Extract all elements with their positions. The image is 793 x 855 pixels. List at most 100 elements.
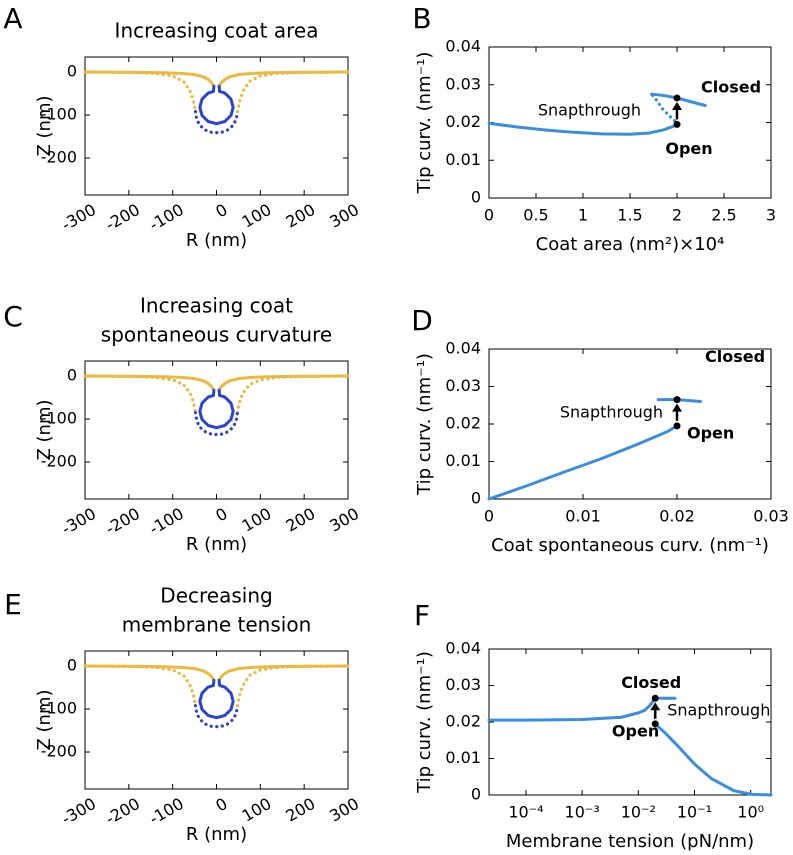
- x-tick-label: 0: [212, 200, 230, 222]
- x-tick-label: -200: [102, 504, 143, 539]
- y-axis-label: Tip curv. (nm⁻¹): [414, 651, 435, 794]
- x-axis-label: R (nm): [186, 534, 247, 555]
- x-tick-label: 1: [578, 206, 588, 225]
- x-tick-label: -300: [58, 794, 99, 829]
- y-tick-label: 0: [67, 656, 77, 675]
- y-axis-label: Z (nm): [34, 689, 55, 750]
- y-tick-label: 0.04: [445, 639, 481, 658]
- y-tick-label: 0: [67, 366, 77, 385]
- closed-label: Closed: [621, 673, 681, 692]
- series-line: [487, 696, 677, 722]
- closed-label: Closed: [705, 347, 765, 366]
- open-label: Open: [665, 139, 712, 158]
- y-tick-label: 0.03: [445, 74, 481, 93]
- x-tick-label: 0: [212, 504, 230, 526]
- chart-title: Increasing coat area: [115, 19, 319, 43]
- x-tick-label: 2: [672, 206, 682, 225]
- y-tick-label: 0.03: [445, 376, 481, 395]
- x-tick-label: -100: [146, 504, 187, 539]
- x-tick-label: 10⁻²: [621, 803, 656, 822]
- x-tick-label: 0.5: [523, 206, 548, 225]
- y-tick-label: -100: [41, 105, 77, 124]
- x-tick-label: 10⁻³: [565, 803, 600, 822]
- y-tick-label: 0: [471, 489, 481, 508]
- state-point: [673, 120, 681, 128]
- y-tick-label: 0: [471, 785, 481, 804]
- y-axis-label: Z (nm): [34, 399, 55, 460]
- x-tick-label: 2.5: [711, 206, 736, 225]
- plot-frame: [84, 56, 349, 196]
- y-tick-label: -200: [41, 452, 77, 471]
- chart-title: Decreasing: [160, 584, 272, 608]
- state-point: [673, 396, 681, 404]
- plot-frame: [84, 650, 349, 790]
- x-axis-label: Membrane tension (pN/nm): [506, 831, 754, 852]
- x-tick-label: -300: [58, 200, 99, 235]
- series-line: [487, 424, 679, 501]
- x-tick-label: 0: [484, 507, 494, 526]
- state-point: [651, 720, 659, 728]
- x-tick-label: 0.02: [659, 507, 695, 526]
- chart-title: Increasing coat: [140, 294, 293, 318]
- x-tick-label: 10⁰: [737, 803, 764, 822]
- x-tick-label: -300: [58, 504, 99, 539]
- y-tick-label: 0.04: [445, 339, 481, 358]
- x-axis-label: Coat spontaneous curv. (nm⁻¹): [491, 535, 769, 556]
- x-tick-label: 300: [326, 794, 362, 826]
- series-line: [83, 664, 350, 682]
- x-tick-label: 10⁻¹: [677, 803, 712, 822]
- y-tick-label: 0: [67, 62, 77, 81]
- x-tick-label: -100: [146, 794, 187, 829]
- panel-letter: C: [3, 300, 23, 333]
- x-tick-label: 100: [239, 794, 275, 826]
- y-tick-label: 0: [471, 188, 481, 207]
- series-line: [193, 410, 240, 437]
- state-point: [651, 694, 659, 702]
- series-line: [650, 92, 681, 126]
- series-line: [487, 121, 681, 136]
- x-tick-label: 0.01: [565, 507, 601, 526]
- plot-frame: [488, 46, 772, 199]
- snap-arrow-head: [672, 101, 682, 110]
- x-tick-label: 10⁻⁴: [508, 803, 543, 822]
- x-tick-label: -100: [146, 200, 187, 235]
- x-axis-label: Coat area (nm²)×10⁴: [536, 234, 725, 255]
- snapthrough-label: Snapthrough: [538, 101, 641, 120]
- snapthrough-label: Snapthrough: [560, 402, 663, 421]
- series-line: [83, 374, 350, 415]
- panel-letter: A: [3, 2, 22, 35]
- plot-frame: [84, 360, 349, 500]
- x-tick-label: 1.5: [617, 206, 642, 225]
- series-line: [198, 84, 235, 126]
- series-line: [653, 722, 773, 797]
- snap-arrow-head: [672, 403, 682, 412]
- y-tick-label: -100: [41, 409, 77, 428]
- open-label: Open: [687, 423, 734, 442]
- y-tick-label: 0.02: [445, 712, 481, 731]
- series-line: [83, 664, 350, 708]
- y-tick-label: 0.01: [445, 150, 481, 169]
- x-tick-label: 200: [282, 504, 318, 536]
- state-point: [673, 422, 681, 430]
- state-point: [673, 94, 681, 102]
- y-tick-label: 0.04: [445, 37, 481, 56]
- y-tick-label: 0.01: [445, 748, 481, 767]
- x-tick-label: 300: [326, 200, 362, 232]
- x-axis-label: R (nm): [186, 824, 247, 845]
- y-tick-label: 0.03: [445, 675, 481, 694]
- x-tick-label: 200: [282, 794, 318, 826]
- y-tick-label: 0.02: [445, 112, 481, 131]
- series-line: [198, 678, 235, 720]
- series-line: [193, 704, 240, 729]
- series-line: [198, 388, 235, 430]
- x-tick-label: 200: [282, 200, 318, 232]
- x-axis-label: R (nm): [186, 230, 247, 251]
- x-tick-label: 100: [239, 504, 275, 536]
- y-tick-label: 0.02: [445, 414, 481, 433]
- snapthrough-label: Snapthrough: [667, 701, 770, 720]
- panel-letter: D: [411, 304, 433, 337]
- x-tick-label: 0: [212, 794, 230, 816]
- y-tick-label: -100: [41, 699, 77, 718]
